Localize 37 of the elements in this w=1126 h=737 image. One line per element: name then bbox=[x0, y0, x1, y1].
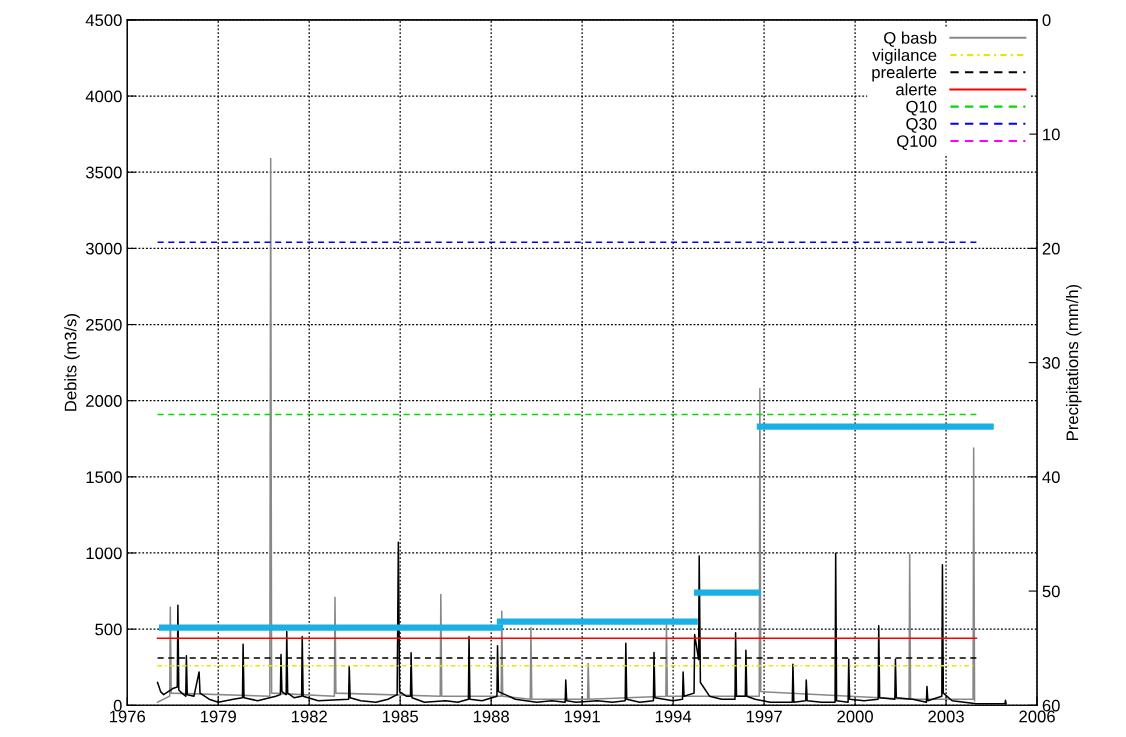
y2-tick-label: 30 bbox=[1042, 357, 1060, 369]
y2-tick-label: 10 bbox=[1043, 128, 1060, 141]
y2-tick-label: 20 bbox=[1042, 242, 1060, 255]
y2-tick-label: 50 bbox=[1042, 585, 1060, 598]
y-tick-label: 1000 bbox=[86, 547, 122, 560]
y2-axis-title: Precipitations (mm/h) bbox=[1066, 284, 1082, 440]
y2-tick-label: 60 bbox=[1042, 699, 1060, 712]
y-tick-label: 500 bbox=[95, 623, 122, 636]
x-tick-label: 1985 bbox=[382, 710, 419, 723]
x-tick-label: 1991 bbox=[564, 710, 600, 723]
y-tick-label: 4500 bbox=[85, 14, 122, 27]
y-tick-label: 3500 bbox=[85, 166, 122, 179]
x-tick-label: 1982 bbox=[291, 710, 327, 723]
y-tick-label: 3000 bbox=[85, 242, 122, 255]
legend-label: prealerte bbox=[872, 65, 937, 82]
legend-label: Q10 bbox=[906, 100, 937, 116]
legend-label: alerte bbox=[896, 83, 937, 96]
y2-tick-label: 40 bbox=[1042, 471, 1060, 484]
y-axis-title: Debits (m3/s) bbox=[64, 314, 80, 411]
x-tick-label: 1988 bbox=[473, 710, 509, 723]
legend-label: vigilance bbox=[872, 48, 937, 65]
x-tick-label: 2000 bbox=[837, 710, 873, 723]
x-tick-label: 1979 bbox=[200, 710, 236, 723]
y-tick-label: 2000 bbox=[86, 395, 122, 407]
legend-label: Q30 bbox=[906, 118, 937, 133]
legend-label: Q100 bbox=[897, 135, 937, 151]
y-tick-label: 1500 bbox=[86, 471, 122, 484]
y-tick-label: 2500 bbox=[86, 318, 122, 331]
x-tick-label: 2006 bbox=[1019, 710, 1055, 723]
x-tick-label: 1994 bbox=[655, 710, 692, 723]
x-tick-label: 2003 bbox=[928, 710, 964, 723]
y-tick-label: 0 bbox=[113, 699, 122, 712]
y2-tick-label: 0 bbox=[1042, 14, 1051, 27]
x-tick-label: 1997 bbox=[746, 710, 782, 723]
y-tick-label: 4000 bbox=[85, 90, 122, 103]
x-tick-label: 1976 bbox=[109, 710, 146, 723]
legend-label: Q basb bbox=[884, 31, 937, 47]
